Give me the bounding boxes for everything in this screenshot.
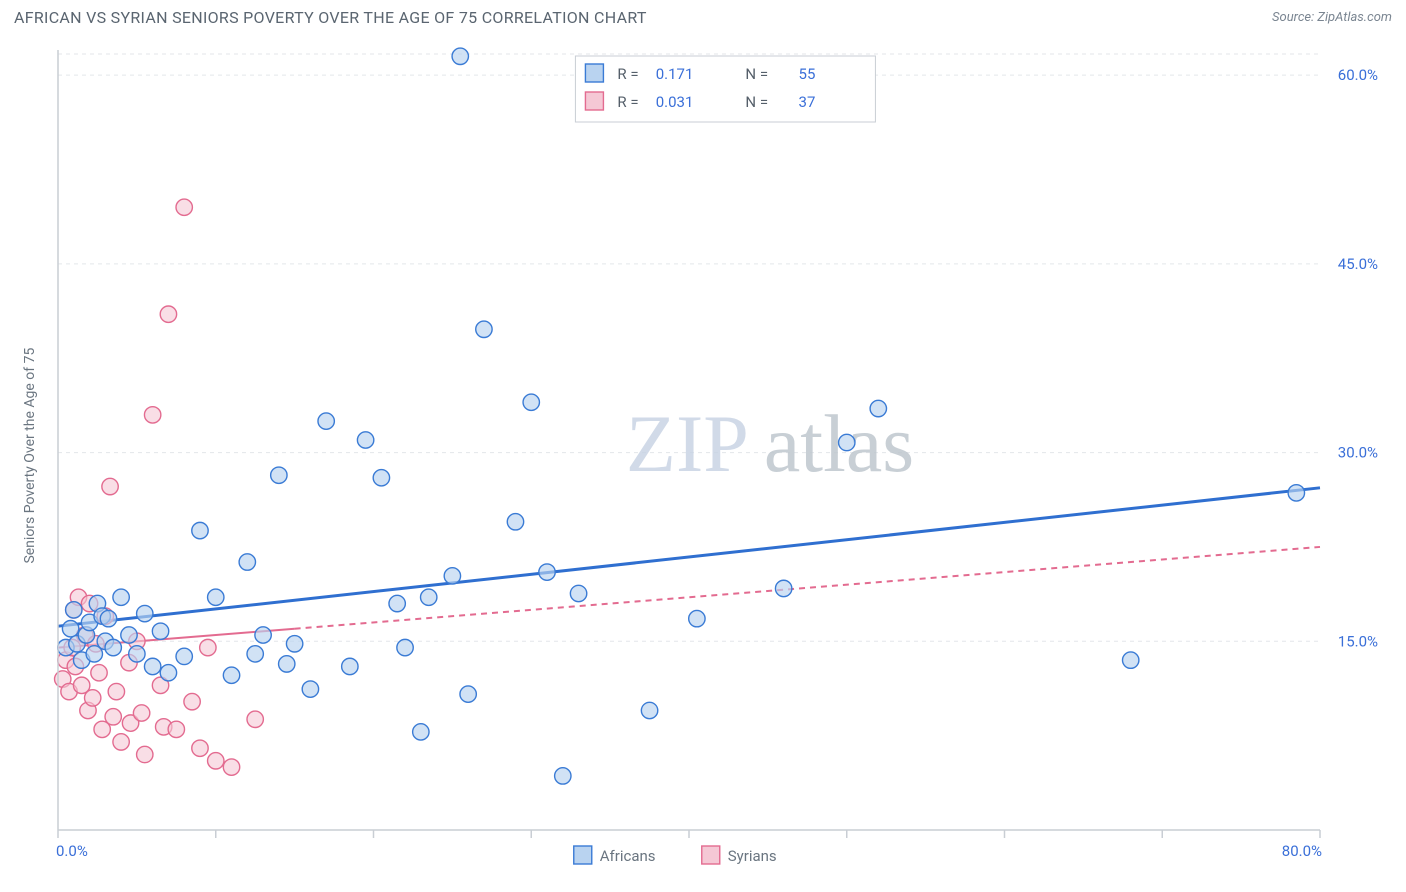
svg-text:0.171: 0.171 bbox=[656, 65, 694, 83]
data-point bbox=[184, 693, 200, 709]
chart-header: AFRICAN VS SYRIAN SENIORS POVERTY OVER T… bbox=[0, 0, 1406, 33]
data-point bbox=[66, 602, 82, 618]
data-point bbox=[108, 683, 124, 699]
data-point bbox=[208, 589, 224, 605]
legend-swatch bbox=[585, 92, 603, 110]
data-point bbox=[192, 740, 208, 756]
data-point bbox=[100, 610, 116, 626]
svg-text:37: 37 bbox=[799, 93, 816, 111]
data-point bbox=[452, 48, 468, 64]
data-point bbox=[192, 522, 208, 538]
data-point bbox=[413, 724, 429, 740]
svg-text:0.031: 0.031 bbox=[656, 93, 694, 111]
data-point bbox=[444, 568, 460, 584]
data-point bbox=[870, 400, 886, 416]
data-point bbox=[121, 627, 137, 643]
data-point bbox=[152, 623, 168, 639]
data-point bbox=[775, 580, 791, 596]
data-point bbox=[523, 394, 539, 410]
data-point bbox=[105, 709, 121, 725]
data-point bbox=[160, 306, 176, 322]
data-point bbox=[62, 621, 78, 637]
data-point bbox=[208, 753, 224, 769]
data-point bbox=[570, 585, 586, 601]
data-point bbox=[160, 665, 176, 681]
data-point bbox=[137, 746, 153, 762]
data-point bbox=[113, 734, 129, 750]
data-point bbox=[255, 627, 271, 643]
data-point bbox=[641, 702, 657, 718]
data-point bbox=[689, 610, 705, 626]
svg-text:15.0%: 15.0% bbox=[1338, 632, 1378, 650]
data-point bbox=[342, 658, 358, 674]
svg-text:80.0%: 80.0% bbox=[1282, 842, 1322, 860]
source-attribution: Source: ZipAtlas.com bbox=[1272, 10, 1392, 25]
data-point bbox=[223, 667, 239, 683]
svg-text:30.0%: 30.0% bbox=[1338, 444, 1378, 462]
data-point bbox=[102, 478, 118, 494]
svg-text:N =: N = bbox=[745, 65, 768, 83]
data-point bbox=[318, 413, 334, 429]
svg-text:ZIP: ZIP bbox=[626, 398, 749, 489]
series-swatch bbox=[702, 846, 720, 864]
data-point bbox=[223, 759, 239, 775]
svg-text:60.0%: 60.0% bbox=[1338, 66, 1378, 84]
data-point bbox=[85, 690, 101, 706]
svg-text:55: 55 bbox=[799, 65, 816, 83]
data-point bbox=[460, 686, 476, 702]
data-point bbox=[105, 639, 121, 655]
scatter-chart: ZIPatlas0.0%80.0%15.0%30.0%45.0%60.0%Sen… bbox=[14, 40, 1392, 878]
data-point bbox=[302, 681, 318, 697]
chart-title: AFRICAN VS SYRIAN SENIORS POVERTY OVER T… bbox=[14, 8, 647, 27]
series-swatch bbox=[574, 846, 592, 864]
data-point bbox=[247, 646, 263, 662]
data-point bbox=[539, 564, 555, 580]
series-label: Syrians bbox=[728, 847, 777, 865]
data-point bbox=[144, 658, 160, 674]
svg-text:R =: R = bbox=[617, 65, 638, 83]
data-point bbox=[421, 589, 437, 605]
data-point bbox=[286, 636, 302, 652]
svg-text:R =: R = bbox=[617, 93, 638, 111]
data-point bbox=[168, 721, 184, 737]
data-point bbox=[239, 554, 255, 570]
data-point bbox=[373, 470, 389, 486]
data-point bbox=[200, 639, 216, 655]
data-point bbox=[91, 665, 107, 681]
data-point bbox=[144, 407, 160, 423]
series-label: Africans bbox=[600, 847, 656, 865]
data-point bbox=[397, 639, 413, 655]
svg-text:N =: N = bbox=[745, 93, 768, 111]
data-point bbox=[247, 711, 263, 727]
data-point bbox=[133, 705, 149, 721]
data-point bbox=[839, 434, 855, 450]
data-point bbox=[176, 199, 192, 215]
svg-text:45.0%: 45.0% bbox=[1338, 255, 1378, 273]
data-point bbox=[1123, 652, 1139, 668]
data-point bbox=[271, 467, 287, 483]
data-point bbox=[476, 321, 492, 337]
data-point bbox=[129, 646, 145, 662]
data-point bbox=[507, 514, 523, 530]
data-point bbox=[555, 768, 571, 784]
data-point bbox=[389, 595, 405, 611]
data-point bbox=[1288, 485, 1304, 501]
data-point bbox=[357, 432, 373, 448]
data-point bbox=[113, 589, 129, 605]
svg-text:0.0%: 0.0% bbox=[56, 842, 88, 860]
svg-text:Seniors Poverty Over the Age o: Seniors Poverty Over the Age of 75 bbox=[22, 348, 38, 564]
legend-swatch bbox=[585, 64, 603, 82]
data-point bbox=[176, 648, 192, 664]
data-point bbox=[137, 605, 153, 621]
data-point bbox=[279, 656, 295, 672]
chart-area: ZIPatlas0.0%80.0%15.0%30.0%45.0%60.0%Sen… bbox=[14, 40, 1392, 878]
